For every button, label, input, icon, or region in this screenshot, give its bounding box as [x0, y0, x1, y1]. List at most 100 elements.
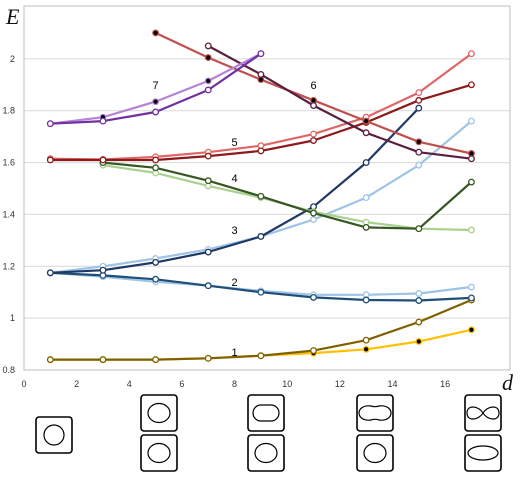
- data-point: [362, 296, 370, 304]
- thumbnail-frame: [356, 394, 394, 432]
- data-point: [310, 216, 317, 224]
- oval-shape: [363, 442, 387, 464]
- shape-thumbnail-column: [247, 394, 285, 472]
- series-line: [49, 271, 473, 302]
- data-point: [467, 326, 475, 334]
- y-tick-label: 1: [10, 313, 15, 323]
- oval-shape: [254, 442, 278, 464]
- data-point: [415, 338, 423, 345]
- series-10: [152, 29, 475, 157]
- data-point: [310, 209, 317, 217]
- data-point: [257, 288, 265, 296]
- thumbnail-frame: [247, 434, 285, 472]
- thumbnail-frame: [35, 416, 73, 454]
- y-tick-label: 2: [10, 54, 15, 64]
- series-line: [207, 44, 473, 160]
- data-point: [415, 89, 423, 97]
- data-point: [467, 178, 475, 186]
- shape-thumbnail-column: [464, 394, 502, 472]
- oval-shape: [147, 402, 171, 424]
- data-point: [152, 108, 160, 116]
- series-number-label: 7: [153, 80, 159, 92]
- series-number-label: 6: [310, 80, 316, 92]
- data-point: [467, 50, 475, 58]
- y-tick-label: 1.6: [2, 158, 15, 168]
- data-point: [152, 98, 160, 106]
- data-point: [46, 156, 54, 164]
- series-1: [46, 296, 475, 364]
- data-point: [204, 86, 212, 94]
- series-13: [46, 50, 265, 128]
- circle-shape: [43, 424, 65, 446]
- series-number-labels: 1 2 3 4 5 6 7: [153, 80, 317, 359]
- data-point: [204, 54, 212, 62]
- series-number-label: 4: [231, 173, 237, 185]
- data-point: [467, 294, 475, 302]
- data-point: [362, 223, 370, 231]
- data-point: [415, 148, 423, 156]
- peanut-shape: [358, 405, 392, 421]
- x-tick-label: 14: [387, 379, 397, 389]
- data-point: [362, 159, 370, 167]
- plot-frame: [23, 5, 511, 371]
- x-tick-label: 8: [232, 379, 237, 389]
- data-point: [204, 282, 212, 290]
- data-point: [99, 156, 107, 164]
- thumbnail-frame: [464, 434, 502, 472]
- data-point: [46, 356, 54, 364]
- data-point: [310, 347, 317, 355]
- series-9: [46, 81, 475, 164]
- data-point: [152, 29, 160, 37]
- data-point: [467, 117, 475, 125]
- data-point: [362, 117, 370, 125]
- x-tick-label: 16: [440, 379, 450, 389]
- data-point: [257, 50, 265, 58]
- shape-thumbnail-column: [356, 394, 394, 472]
- data-point: [152, 258, 160, 266]
- data-point: [415, 161, 423, 169]
- series-number-label: 3: [231, 225, 237, 237]
- figure-eight-shape: [466, 406, 500, 420]
- data-point: [204, 42, 212, 50]
- data-point: [204, 152, 212, 160]
- data-point: [467, 226, 475, 234]
- data-point: [310, 137, 317, 144]
- data-point: [415, 138, 423, 146]
- series-line: [49, 298, 473, 361]
- series-number-label: 2: [231, 277, 237, 289]
- x-tick-label: 2: [74, 379, 79, 389]
- series-11: [204, 42, 475, 163]
- data-point: [204, 77, 212, 85]
- data-point: [152, 356, 160, 364]
- y-tick-label: 1.8: [2, 106, 15, 116]
- data-point: [415, 318, 423, 326]
- data-point: [257, 70, 265, 78]
- data-point: [99, 266, 107, 274]
- data-point: [99, 117, 107, 125]
- data-point: [415, 225, 423, 233]
- series-line: [49, 106, 420, 274]
- data-point: [467, 155, 475, 163]
- data-point: [204, 248, 212, 256]
- x-axis-ticks: 0 2 4 6 8 10 12 14 16: [21, 379, 450, 389]
- x-tick-label: 10: [282, 379, 292, 389]
- thumbnail-frame: [356, 434, 394, 472]
- series-lines: [46, 29, 475, 364]
- series-line: [101, 161, 473, 230]
- data-point: [257, 352, 265, 360]
- series-8: [46, 50, 475, 163]
- data-point: [415, 290, 423, 297]
- shape-thumbnail-column: [35, 416, 73, 454]
- x-tick-label: 12: [335, 379, 345, 389]
- data-point: [46, 269, 54, 277]
- data-point: [310, 130, 317, 138]
- thumbnail-frame: [140, 434, 178, 472]
- data-point: [310, 102, 317, 109]
- data-point: [46, 120, 54, 128]
- data-point: [204, 177, 212, 185]
- thumbnail-frame: [140, 394, 178, 432]
- gridlines: [24, 58, 510, 371]
- data-point: [152, 156, 160, 164]
- y-axis-title: E: [5, 4, 20, 29]
- series-number-label: 5: [231, 137, 237, 149]
